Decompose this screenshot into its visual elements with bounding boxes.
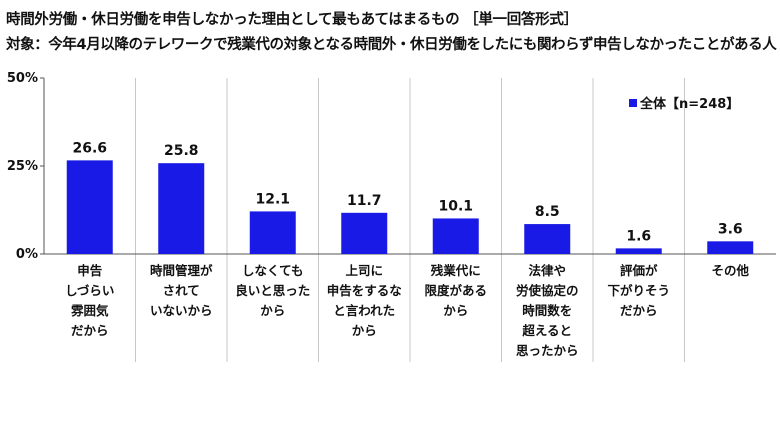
bar bbox=[158, 163, 205, 254]
category-label: 申告をするな bbox=[327, 283, 402, 298]
data-label: 25.8 bbox=[164, 143, 199, 159]
category-label: 下がりそう bbox=[607, 283, 670, 298]
category-label: から bbox=[443, 303, 468, 318]
category-label: だから bbox=[620, 303, 658, 318]
category-label: されて bbox=[163, 283, 200, 298]
y-tick-label: 0% bbox=[16, 247, 38, 262]
category-label: 思ったから bbox=[516, 343, 579, 358]
data-label: 12.1 bbox=[255, 191, 290, 207]
category-label: 超えると bbox=[521, 323, 572, 338]
bar bbox=[524, 224, 571, 254]
bar bbox=[341, 212, 388, 254]
legend-label: 全体【n=248】 bbox=[639, 96, 739, 112]
category-label: 評価が bbox=[620, 263, 658, 278]
category-label: 時間管理が bbox=[150, 263, 213, 278]
category-label: 残業代に bbox=[431, 263, 481, 278]
data-label: 1.6 bbox=[626, 228, 651, 244]
category-label: いないから bbox=[150, 303, 213, 318]
data-label: 11.7 bbox=[347, 193, 382, 209]
category-label: 良いと思った bbox=[235, 283, 310, 298]
category-label: だから bbox=[71, 323, 109, 338]
bar bbox=[432, 218, 479, 254]
chart-title: 時間外労働・休日労働を申告しなかった理由として最もあてはまるもの ［単一回答形式… bbox=[6, 12, 578, 28]
category-label: から bbox=[352, 323, 377, 338]
category-label: 雰囲気 bbox=[71, 303, 109, 318]
data-label: 10.1 bbox=[438, 198, 473, 214]
category-label: 限度がある bbox=[424, 283, 487, 298]
y-tick-label: 25% bbox=[7, 159, 38, 174]
data-label: 26.6 bbox=[72, 140, 107, 156]
category-label: その他 bbox=[711, 263, 749, 278]
category-label: 申告 bbox=[77, 263, 103, 278]
bar bbox=[249, 211, 296, 254]
category-label: しなくても bbox=[242, 263, 304, 278]
y-tick-label: 50% bbox=[7, 71, 38, 86]
legend-swatch bbox=[629, 99, 637, 107]
category-label: しづらい bbox=[65, 283, 114, 298]
data-label: 8.5 bbox=[535, 204, 560, 220]
data-label: 3.6 bbox=[718, 221, 743, 237]
bar bbox=[66, 160, 113, 254]
category-label: から bbox=[260, 303, 285, 318]
bar bbox=[707, 241, 754, 254]
category-label: 上司に bbox=[345, 263, 383, 278]
category-label: 法律や bbox=[528, 263, 566, 278]
category-label: と言われた bbox=[333, 303, 395, 318]
bar bbox=[615, 248, 662, 254]
chart-subtitle: 対象：今年4月以降のテレワークで残業代の対象となる時間外・休日労働をしたにも関わ… bbox=[6, 37, 777, 53]
category-label: 時間数を bbox=[522, 303, 572, 318]
category-label: 労使協定の bbox=[516, 283, 579, 298]
